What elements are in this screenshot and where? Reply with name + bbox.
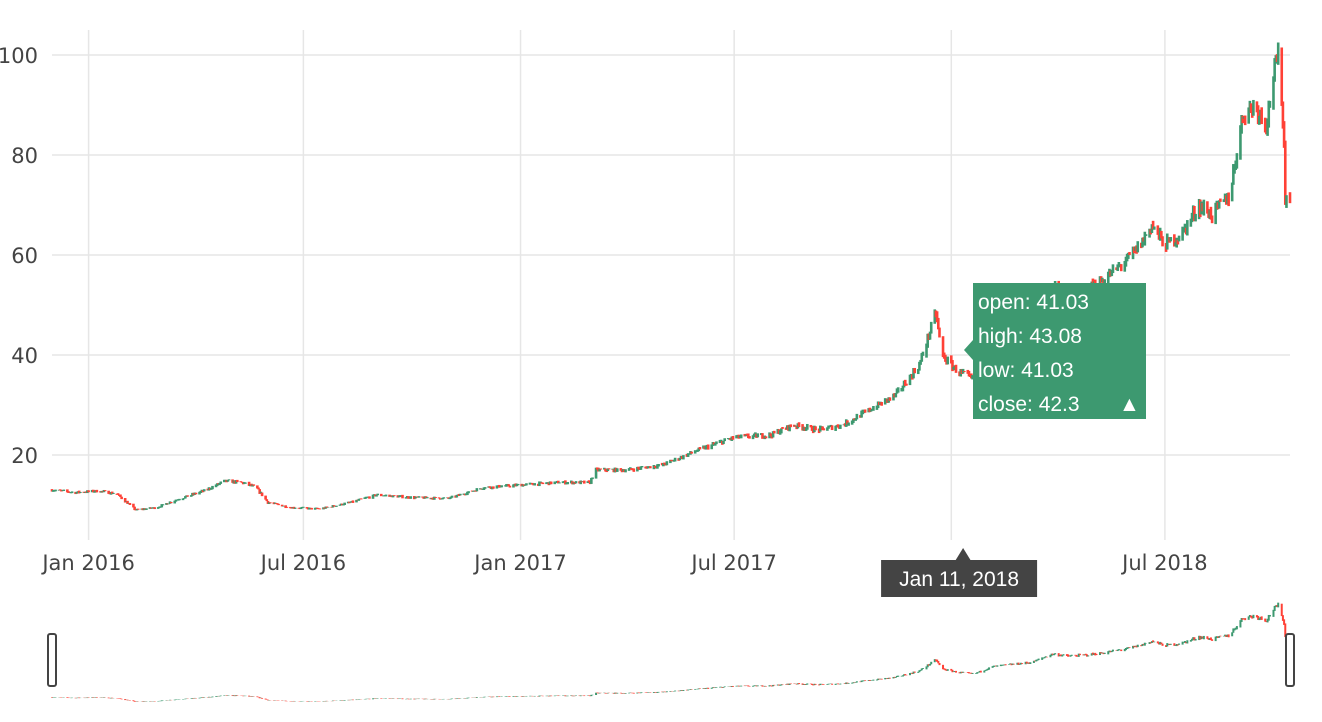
x-tick-label: Jan 2016 (40, 551, 135, 575)
y-tick-label: 60 (11, 244, 38, 268)
tooltip-box (973, 283, 1146, 419)
tooltip-pointer (964, 340, 973, 360)
x-tick-label: Jul 2018 (1120, 551, 1207, 575)
range-slider-series (51, 602, 1291, 702)
y-tick-label: 80 (11, 144, 38, 168)
tooltip-close: close: 42.3 (978, 393, 1080, 416)
range-slider[interactable] (47, 602, 1295, 702)
x-axis: Jan 2016 Jul 2016 Jan 2017 Jul 2017 Jul 2018 (40, 551, 1207, 575)
grid-lines (52, 30, 1290, 540)
hover-date-text: Jan 11, 2018 (899, 568, 1019, 591)
hover-date-box (881, 560, 1038, 597)
hover-tooltip: open: 41.03 high: 43.08 low: 41.03 close… (964, 283, 1146, 419)
y-axis: 20 40 60 80 100 (0, 44, 38, 468)
tooltip-increasing-icon: ▲ (1119, 393, 1140, 416)
y-tick-label: 40 (11, 344, 38, 368)
tooltip-high: high: 43.08 (978, 325, 1082, 348)
y-tick-label: 20 (11, 444, 38, 468)
x-tick-label: Jan 2017 (472, 551, 567, 575)
y-tick-label: 100 (0, 44, 38, 68)
x-tick-label: Jul 2017 (689, 551, 776, 575)
hover-date-pointer (955, 548, 972, 561)
tooltip-low: low: 41.03 (978, 359, 1074, 382)
candlestick-series[interactable] (50, 42, 1292, 511)
range-slider-right-handle[interactable] (1285, 633, 1295, 687)
hover-date-label: Jan 11, 2018 (881, 548, 1038, 597)
tooltip-open: open: 41.03 (978, 291, 1089, 314)
x-tick-label: Jul 2016 (259, 551, 346, 575)
range-slider-left-handle[interactable] (47, 633, 57, 687)
